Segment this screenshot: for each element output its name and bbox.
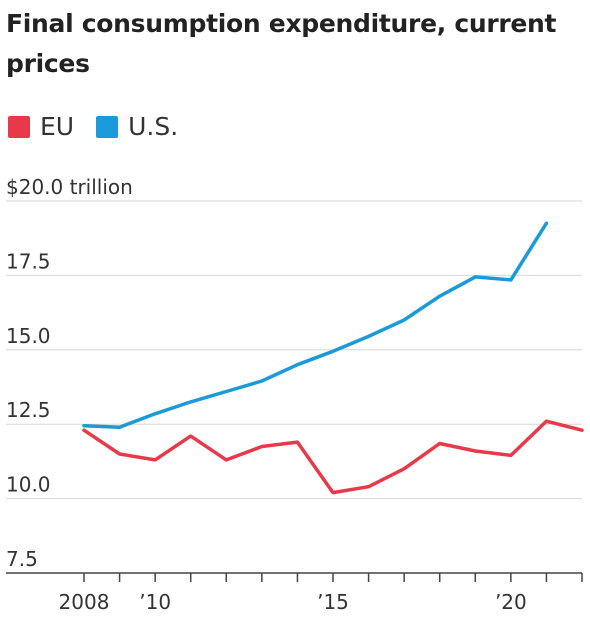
legend: EU U.S. (8, 112, 200, 141)
x-tick-label: ’15 (317, 590, 349, 614)
legend-swatch-us (96, 115, 119, 138)
x-tick-label: 2008 (59, 590, 110, 614)
x-axis: 2008 ’10 ’15 ’20 (59, 573, 583, 614)
y-tick-label: 7.5 (6, 547, 38, 571)
legend-item-us: U.S. (96, 112, 178, 141)
chart-title: Final consumption expenditure, current p… (6, 9, 557, 78)
y-tick-label: 12.5 (6, 398, 51, 422)
y-tick-label: 10.0 (6, 473, 51, 497)
y-tick-label: 15.0 (6, 324, 51, 348)
series-lines (82, 221, 584, 495)
series-line-eu (82, 419, 584, 495)
x-tick-label: ’10 (139, 590, 171, 614)
x-tick-label: ’20 (495, 590, 527, 614)
legend-swatch-eu (8, 115, 30, 138)
legend-label-us: U.S. (128, 112, 179, 141)
y-tick-label: 17.5 (6, 249, 51, 273)
legend-item-eu: EU (8, 112, 74, 141)
legend-label-eu: EU (40, 112, 75, 141)
y-axis-labels: 7.5 10.0 12.5 15.0 17.5 $20.0 trillion (6, 175, 133, 571)
y-tick-label: $20.0 trillion (6, 175, 133, 199)
series-line-us (82, 221, 549, 429)
grid-lines (6, 200, 582, 574)
